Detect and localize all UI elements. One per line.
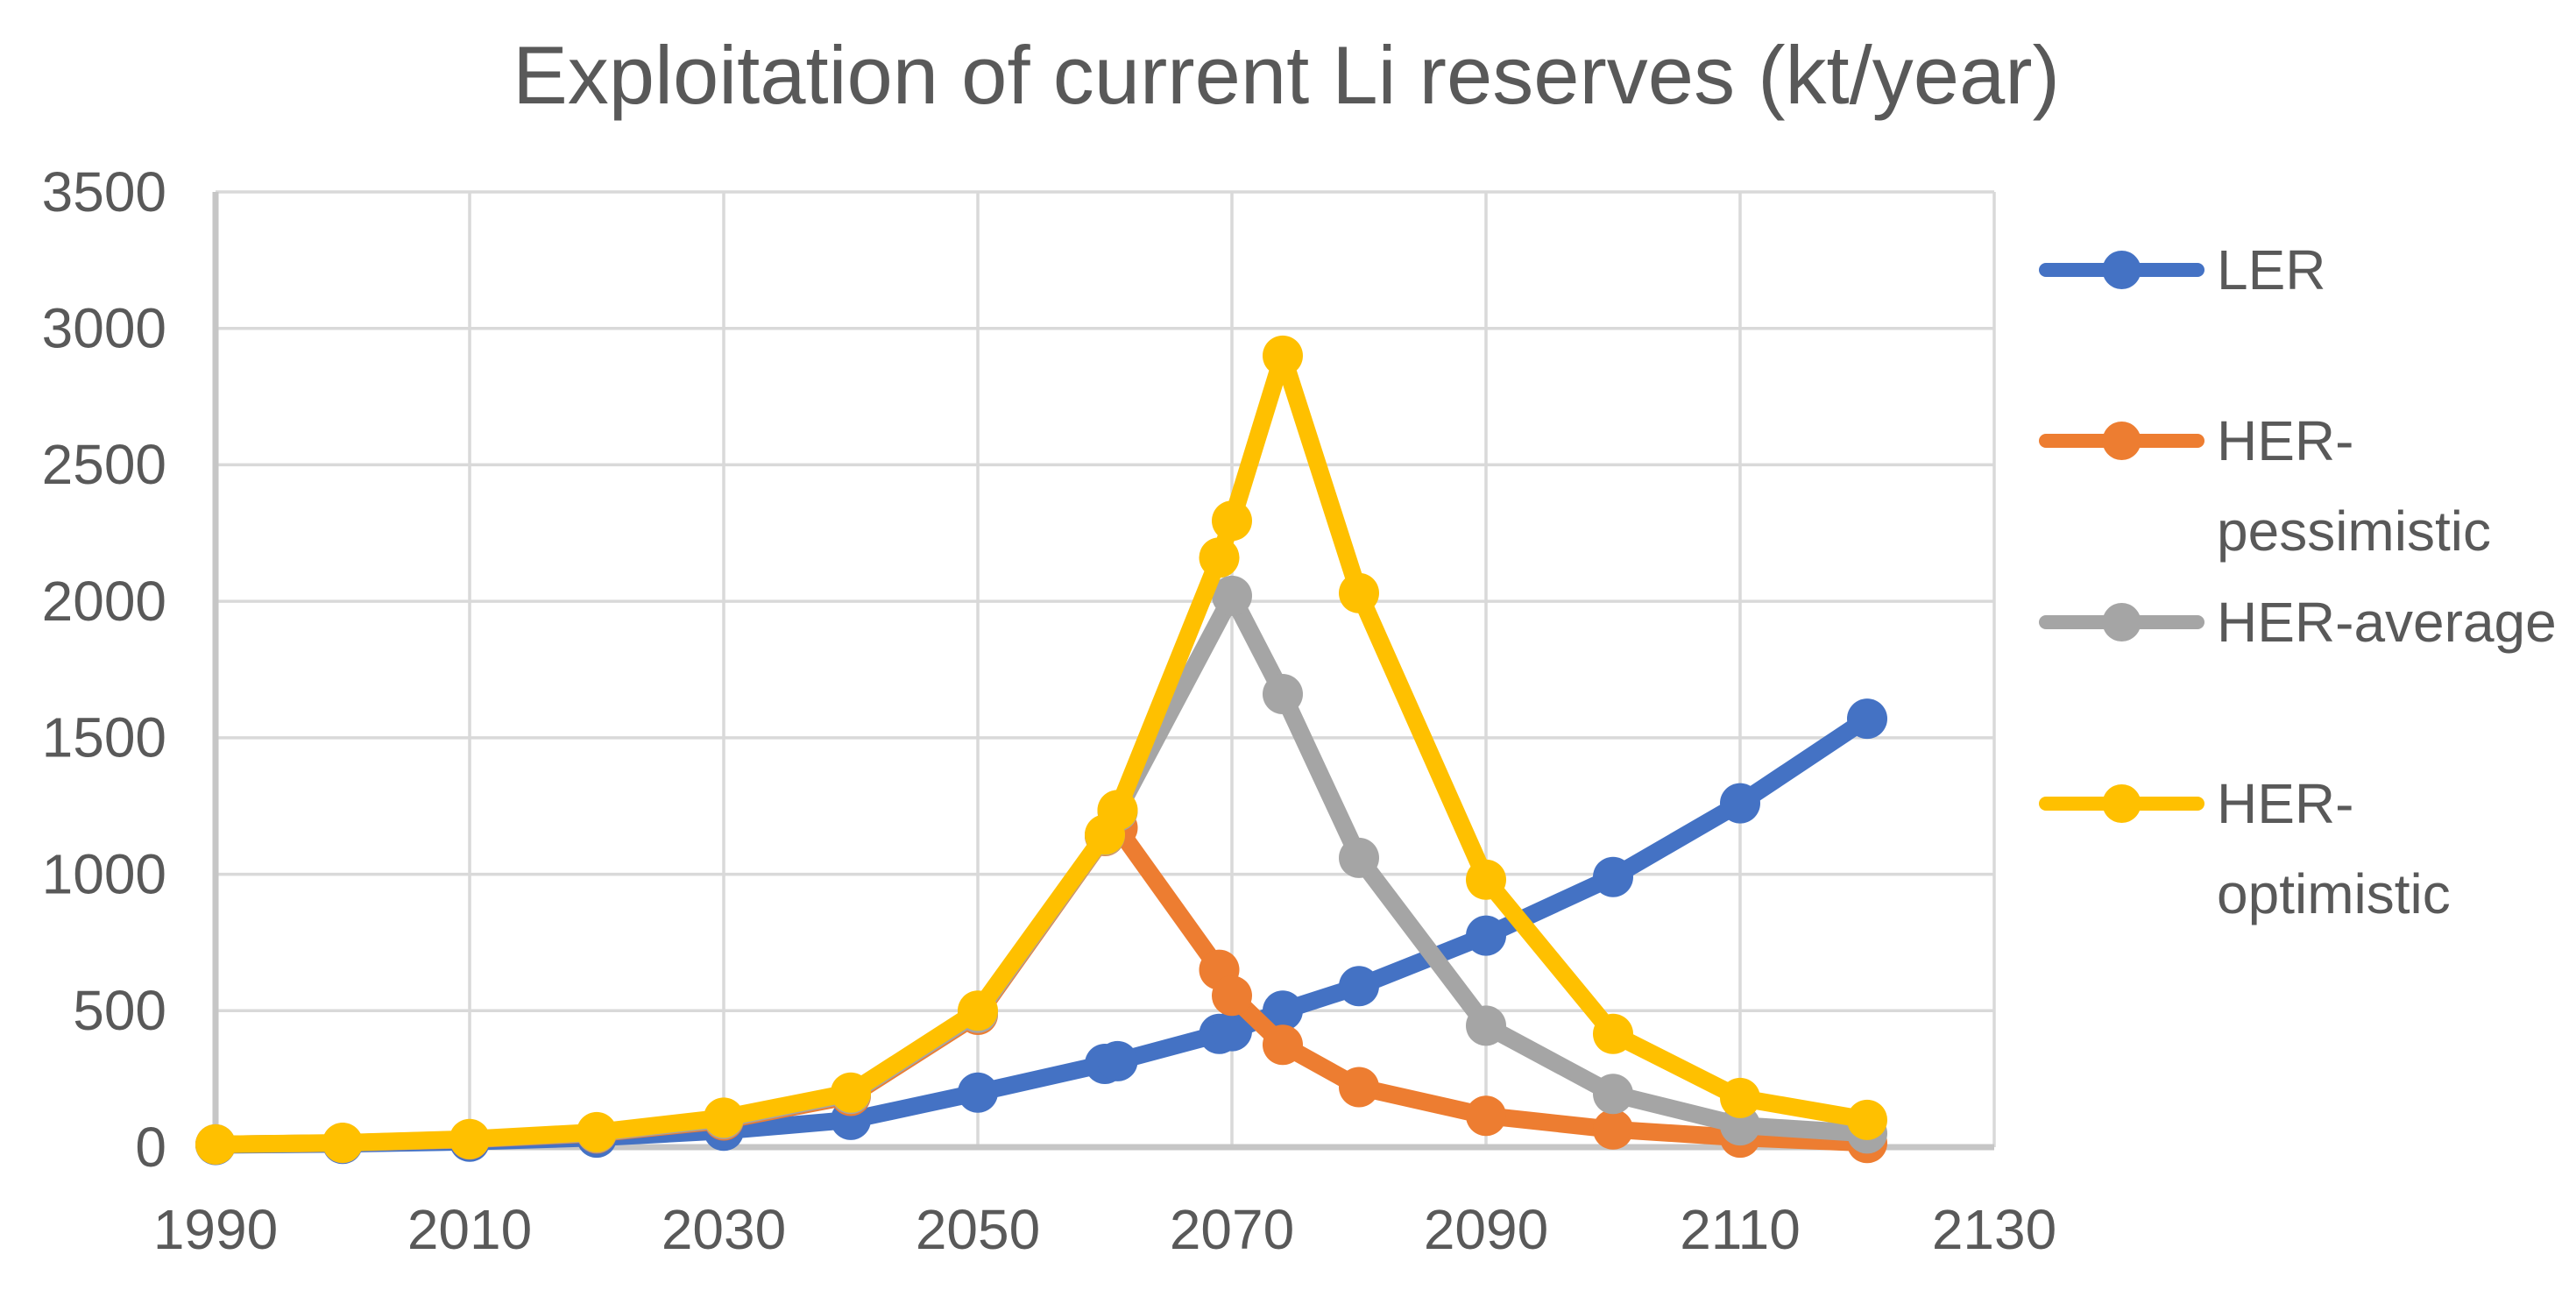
legend-marker-ler (2102, 251, 2141, 289)
data-point-her-optimistic-2080 (1339, 572, 1379, 613)
data-point-her-optimistic-2050 (958, 990, 998, 1031)
data-point-her-average-2090 (1466, 1005, 1506, 1046)
axis-lines (212, 192, 1994, 1151)
data-series (195, 335, 1887, 1166)
data-point-her-optimistic-2040 (831, 1072, 871, 1113)
data-point-ler-2110 (1720, 783, 1760, 824)
y-tick-label-1000: 1000 (42, 842, 166, 905)
legend-item-ler: LER (2039, 238, 2326, 301)
legend-label-her-pessimistic: HER- (2217, 409, 2353, 472)
data-point-her-optimistic-2000 (322, 1123, 363, 1163)
data-point-ler-2120 (1847, 698, 1887, 740)
x-tick-label-2010: 2010 (407, 1198, 532, 1261)
legend-marker-her-pessimistic (2102, 422, 2141, 460)
data-point-her-optimistic-2030 (704, 1097, 744, 1138)
legend-label-ler: LER (2217, 238, 2326, 301)
legend-label-her-optimistic: HER- (2217, 772, 2353, 835)
data-point-ler-2070 (1212, 1010, 1252, 1052)
data-point-her-pessimistic-2070 (1212, 975, 1252, 1017)
chart-legend: LER HER-pessimistic HER-average HER-optimis… (2039, 238, 2557, 925)
data-point-her-optimistic-2061 (1097, 790, 1138, 831)
y-tick-label-3500: 3500 (42, 160, 166, 223)
legend-marker-her-average (2102, 603, 2141, 641)
data-point-ler-2061 (1097, 1040, 1138, 1081)
x-tick-label-2030: 2030 (662, 1198, 786, 1261)
data-point-ler-2050 (958, 1072, 998, 1113)
legend-label-her-optimistic-line2: optimistic (2217, 862, 2451, 925)
series-markers-her-optimistic (195, 335, 1887, 1165)
data-point-her-average-2100 (1593, 1074, 1633, 1115)
data-point-her-pessimistic-2074 (1263, 1024, 1303, 1066)
legend-item-her-average: HER-average (2039, 591, 2557, 654)
data-point-her-optimistic-2069 (1199, 537, 1240, 578)
legend-label-her-average: HER-average (2217, 591, 2557, 654)
chart-title: Exploitation of current Li reserves (kt/… (513, 29, 2060, 121)
data-point-her-pessimistic-2080 (1339, 1067, 1379, 1108)
data-point-ler-2100 (1593, 856, 1633, 897)
data-point-ler-2080 (1339, 966, 1379, 1007)
data-point-her-optimistic-2090 (1466, 859, 1506, 900)
y-tick-label-2000: 2000 (42, 570, 166, 633)
x-tick-label-2090: 2090 (1424, 1198, 1548, 1261)
data-point-her-optimistic-2120 (1847, 1099, 1887, 1140)
gridlines (214, 190, 1996, 1149)
data-point-her-optimistic-2020 (577, 1111, 617, 1152)
legend-marker-her-optimistic (2102, 784, 2141, 823)
x-tick-label-2130: 2130 (1932, 1198, 2056, 1261)
data-point-her-average-2080 (1339, 837, 1379, 878)
data-point-her-optimistic-2110 (1720, 1077, 1760, 1118)
y-tick-label-1500: 1500 (42, 706, 166, 769)
y-tick-label-500: 500 (73, 979, 166, 1042)
data-point-her-average-2074 (1263, 674, 1303, 714)
data-point-her-pessimistic-2100 (1593, 1109, 1633, 1150)
data-point-her-average-2070 (1212, 575, 1252, 616)
legend-label-her-pessimistic-line2: pessimistic (2217, 500, 2491, 563)
data-point-her-optimistic-2100 (1593, 1013, 1633, 1054)
data-point-her-optimistic-2010 (449, 1118, 490, 1159)
data-point-ler-2090 (1466, 915, 1506, 956)
x-tick-label-2050: 2050 (916, 1198, 1040, 1261)
data-point-her-optimistic-2074 (1263, 335, 1303, 376)
data-point-her-pessimistic-2090 (1466, 1095, 1506, 1137)
legend-item-her-optimistic: HER-optimistic (2039, 772, 2451, 925)
axis-tick-labels: 0 500 1000 1500 2000 2500 3000 3500 1990 2010 2030… (42, 160, 2057, 1261)
x-tick-label-2070: 2070 (1170, 1198, 1294, 1261)
legend-item-her-pessimistic: HER-pessimistic (2039, 409, 2491, 563)
x-tick-label-2110: 2110 (1680, 1198, 1801, 1261)
data-point-ler-2074 (1263, 990, 1303, 1031)
data-point-her-optimistic-1990 (195, 1123, 236, 1165)
data-point-her-optimistic-2070 (1212, 500, 1252, 542)
y-tick-label-0: 0 (135, 1116, 166, 1179)
x-tick-label-1990: 1990 (153, 1198, 278, 1261)
y-tick-label-2500: 2500 (42, 433, 166, 496)
y-tick-label-3000: 3000 (42, 296, 166, 359)
